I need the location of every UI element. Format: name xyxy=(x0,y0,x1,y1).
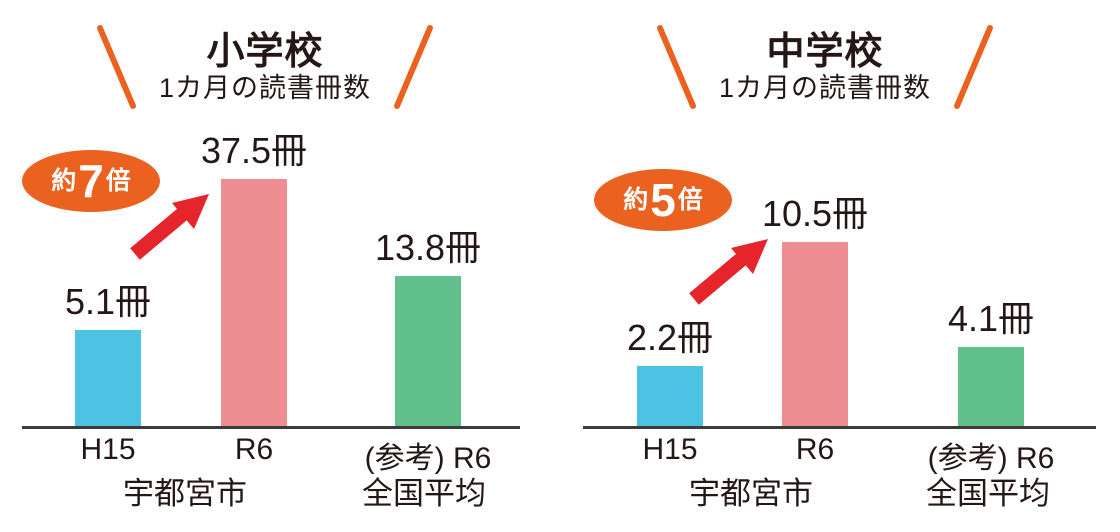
bar-h15 xyxy=(75,330,141,426)
badge-prefix: 約 xyxy=(623,185,649,214)
chart-title-block: 小学校 1カ月の読書冊数 xyxy=(10,0,520,120)
bar-group-h15: 5.1冊 xyxy=(28,273,188,426)
group-label-utsunomiya: 宇都宮市 xyxy=(123,476,247,511)
increase-arrow-icon xyxy=(130,194,209,260)
x-tick-reference-r6: (参考) R6 xyxy=(364,442,492,475)
badge-suffix: 倍 xyxy=(105,166,131,195)
badge-number: 5 xyxy=(650,174,676,226)
badge-prefix: 約 xyxy=(51,166,77,195)
group-label-national-average: 全国平均 xyxy=(362,476,486,511)
decorative-slash-left-icon xyxy=(97,25,136,109)
bar-group-r6: 10.5冊 xyxy=(735,185,895,426)
bar-value-label: 4.1冊 xyxy=(947,298,1035,339)
x-tick-reference-r6: (参考) R6 xyxy=(927,442,1055,475)
bar-value-label: 2.2冊 xyxy=(626,317,714,358)
bar-value-label: 10.5冊 xyxy=(761,193,869,234)
badge-number: 7 xyxy=(78,155,104,207)
chart-title: 小学校 xyxy=(206,31,324,73)
bar-national-average xyxy=(958,347,1024,426)
bar-value-label: 13.8冊 xyxy=(374,227,482,268)
x-tick-r6: R6 xyxy=(234,433,274,466)
decorative-slash-left-icon xyxy=(657,25,696,109)
decorative-slash-right-icon xyxy=(954,25,993,109)
chart-subtitle: 1カ月の読書冊数 xyxy=(158,73,372,103)
bar-national-average xyxy=(395,276,461,426)
group-label-national-average: 全国平均 xyxy=(926,476,1050,511)
chart-title: 中学校 xyxy=(766,31,884,73)
decorative-slash-right-icon xyxy=(394,25,433,109)
chart-title-block: 中学校 1カ月の読書冊数 xyxy=(570,0,1080,120)
bar-h15 xyxy=(637,366,703,426)
x-tick-r6: R6 xyxy=(795,433,835,466)
bar-group-h15: 2.2冊 xyxy=(590,309,750,426)
bar-value-label: 37.5冊 xyxy=(200,130,308,171)
badge-suffix: 倍 xyxy=(677,185,703,214)
x-axis-line xyxy=(22,426,520,429)
bar-group-r6: 37.5冊 xyxy=(174,122,334,426)
increase-arrow-icon xyxy=(689,239,768,305)
bar-r6 xyxy=(221,179,287,426)
chart-subtitle: 1カ月の読書冊数 xyxy=(718,73,932,103)
x-tick-h15: H15 xyxy=(642,433,698,466)
bar-group-national-average: 13.8冊 xyxy=(348,219,508,426)
bar-group-national-average: 4.1冊 xyxy=(911,290,1071,426)
x-tick-h15: H15 xyxy=(80,433,136,466)
x-axis-line xyxy=(583,426,1096,429)
group-label-utsunomiya: 宇都宮市 xyxy=(689,476,813,511)
bar-value-label: 5.1冊 xyxy=(64,281,152,322)
bar-r6 xyxy=(782,242,848,426)
